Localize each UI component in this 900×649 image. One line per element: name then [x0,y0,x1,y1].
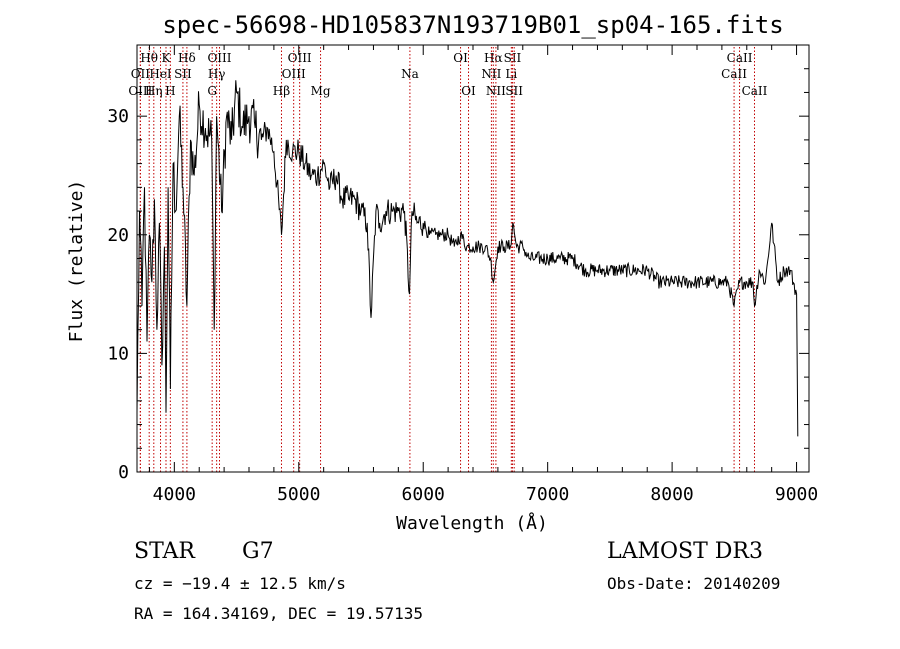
y-axis-label: Flux (relative) [66,180,87,343]
x-tick-label: 5000 [277,484,320,505]
line-marker-label: CaII [727,51,753,65]
line-marker-label: Hβ [273,84,290,98]
x-axis-label: Wavelength (Å) [396,512,548,534]
object-subclass: G7 [242,539,274,564]
line-marker-label: HeI [149,67,172,81]
coordinates: RA = 164.34169, DEC = 19.57135 [134,604,423,623]
chart-title: spec-56698-HD105837N193719B01_sp04-165.f… [162,11,783,39]
y-tick-label: 0 [118,462,129,483]
line-marker-label: Hγ [208,67,226,81]
x-tick-label: 9000 [775,484,818,505]
line-marker-label: NII [481,67,501,81]
obs-date: Obs-Date: 20140209 [607,574,781,593]
redshift-readout: cz = −19.4 ± 12.5 km/s [134,574,346,593]
line-marker-label: OIII [128,84,152,98]
axes-frame [136,44,810,473]
survey-name: LAMOST DR3 [607,539,763,564]
line-marker-label: Hη [145,84,163,98]
line-marker-label: Hα [484,51,503,65]
line-marker-label: Mg [311,84,331,98]
y-tick-label: 20 [107,225,129,246]
x-tick-label: 8000 [650,484,693,505]
line-marker-label: OI [453,51,468,65]
y-tick-label: 10 [107,343,129,364]
line-marker-label: SII [505,84,523,98]
line-marker-label: CaII [742,84,768,98]
object-class: STAR [134,539,195,564]
line-marker-label: OIII [288,51,312,65]
line-marker-label: Hθ [140,51,158,65]
line-marker-label: Na [401,67,419,81]
line-marker-label: OIII [282,67,306,81]
line-marker-label: Li [505,67,517,81]
line-marker-label: SII [504,51,522,65]
spectral-line-markers: Hθ OII OIII K HeI Hη Hδ SII H OIII Hγ G OIII OIII Hβ Mg… [128,47,768,472]
x-tick-label: 6000 [402,484,445,505]
x-tick-label: 7000 [526,484,569,505]
line-marker-label: NII [486,84,506,98]
x-tick-label: 4000 [153,484,196,505]
line-marker-label: SII [174,67,192,81]
line-marker-label: OII [131,67,151,81]
plot-area: 4000 5000 6000 7000 8000 9000 0 10 20 30 [107,44,818,505]
line-marker-label: H [165,84,175,98]
spectrum-line [136,80,799,437]
line-marker-label: OI [461,84,476,98]
line-marker-label: G [207,84,217,98]
line-marker-label: Hδ [178,51,196,65]
line-marker-label: CaII [721,67,747,81]
y-tick-label: 30 [107,106,129,127]
line-marker-label: K [162,51,172,65]
line-marker-label: OIII [207,51,231,65]
